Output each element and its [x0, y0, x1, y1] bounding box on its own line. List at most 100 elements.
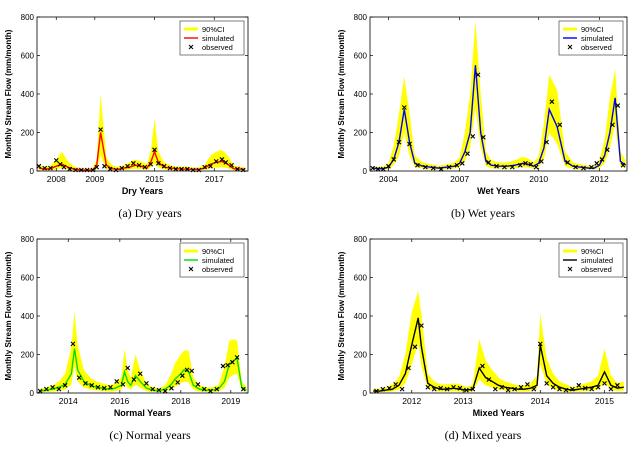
observed-point	[219, 157, 225, 162]
y-tick-label: 200	[354, 351, 368, 360]
legend-observed-swatch	[188, 44, 194, 50]
observed-point	[95, 384, 101, 390]
legend-simulated-label: simulated	[202, 256, 234, 265]
observed-point	[480, 134, 486, 140]
x-tick-label: 2019	[221, 396, 240, 406]
observed-point	[431, 386, 437, 392]
x-tick-label: 2009	[85, 174, 104, 184]
observed-point	[393, 381, 399, 387]
observed-point	[189, 368, 195, 374]
observed-point	[42, 165, 48, 171]
simulated-line	[373, 317, 624, 392]
observed-point	[208, 163, 213, 169]
observed-point	[492, 386, 498, 392]
chart-mixed-years: 0 200 400 600 800 2012 2013 2014 2015 Mixed Years…	[337, 235, 628, 418]
simulated-line	[372, 65, 627, 170]
observed-point	[107, 166, 113, 172]
observed-point	[399, 386, 405, 392]
y-tick-label: 0	[363, 389, 368, 398]
observed-point	[486, 377, 492, 382]
y-tick-label: 400	[354, 312, 368, 321]
observed-point	[175, 380, 181, 385]
x-axis-label: Normal Years	[114, 408, 171, 418]
observed-point	[386, 385, 392, 391]
observed-point	[582, 385, 588, 391]
observed-point	[195, 381, 201, 387]
observed-point	[576, 382, 582, 388]
y-tick-label: 800	[354, 235, 368, 244]
y-tick-label: 200	[21, 129, 35, 138]
observed-point	[475, 72, 481, 78]
observed-point	[391, 157, 397, 162]
observed-point	[214, 386, 220, 392]
y-tick-label: 600	[354, 52, 368, 61]
observed-point	[531, 386, 537, 392]
observed-point	[589, 386, 595, 392]
observed-point	[179, 166, 184, 172]
observed-point	[50, 384, 56, 390]
observed-point	[70, 341, 76, 347]
observed-point	[380, 166, 386, 172]
x-tick-label: 2007	[450, 174, 469, 184]
legend-observed-label: observed	[202, 43, 233, 52]
observed-point	[62, 382, 68, 388]
observed-point	[36, 163, 42, 169]
y-tick-label: 600	[21, 52, 35, 61]
x-tick-label: 2013	[454, 396, 473, 406]
observed-point	[581, 165, 586, 171]
observed-point	[494, 163, 499, 169]
observed-point	[401, 105, 407, 110]
observed-point	[386, 163, 391, 169]
observed-point	[89, 382, 95, 388]
simulated-line	[40, 348, 247, 392]
observed-point	[220, 363, 226, 369]
observed-point	[375, 166, 381, 172]
y-axis-label: Monthly Stream Flow (mm/month)	[337, 251, 346, 380]
observed-point	[67, 166, 73, 172]
observed-point	[517, 162, 523, 168]
observed-point	[229, 359, 235, 365]
observed-point	[61, 164, 67, 170]
observed-point	[470, 386, 476, 392]
x-axis-label: Dry Years	[122, 186, 163, 196]
observed-point	[119, 165, 125, 171]
y-tick-label: 800	[354, 13, 368, 22]
observed-point	[459, 160, 465, 166]
observed-point	[563, 387, 569, 393]
observed-point	[156, 160, 161, 166]
legend-observed-label: observed	[202, 265, 233, 274]
observed-point	[499, 384, 505, 390]
observed-point	[144, 380, 149, 386]
observed-point	[184, 367, 190, 373]
y-axis-label: Monthly Stream Flow (mm/month)	[4, 251, 13, 380]
observed-point	[142, 164, 148, 170]
observed-point	[374, 388, 379, 394]
observed-point	[125, 365, 131, 371]
caption-wet-years: (b) Wet years	[450, 206, 516, 220]
legend-observed-label: observed	[581, 265, 612, 274]
legend-observed-label: observed	[581, 43, 612, 52]
observed-point	[161, 163, 167, 169]
legend-ci-label: 90%CI	[581, 247, 604, 256]
observed-point	[370, 165, 376, 171]
observed-point	[446, 164, 452, 170]
y-tick-label: 400	[21, 312, 35, 321]
y-axis-label: Monthly Stream Flow (mm/month)	[337, 29, 346, 158]
ci-band	[373, 290, 624, 393]
observed-point	[615, 103, 621, 108]
observed-point	[125, 163, 130, 169]
legend-observed-swatch	[567, 266, 573, 272]
observed-point	[505, 387, 511, 393]
legend-simulated-label: simulated	[581, 34, 613, 43]
observed-point	[53, 158, 59, 163]
observed-point	[610, 122, 615, 128]
observed-point	[509, 164, 515, 170]
observed-point	[544, 139, 549, 145]
observed-point	[457, 385, 463, 391]
observed-point	[557, 122, 563, 128]
legend-ci-label: 90%CI	[581, 25, 604, 34]
observed-point	[101, 385, 107, 391]
observed-point	[533, 164, 539, 170]
